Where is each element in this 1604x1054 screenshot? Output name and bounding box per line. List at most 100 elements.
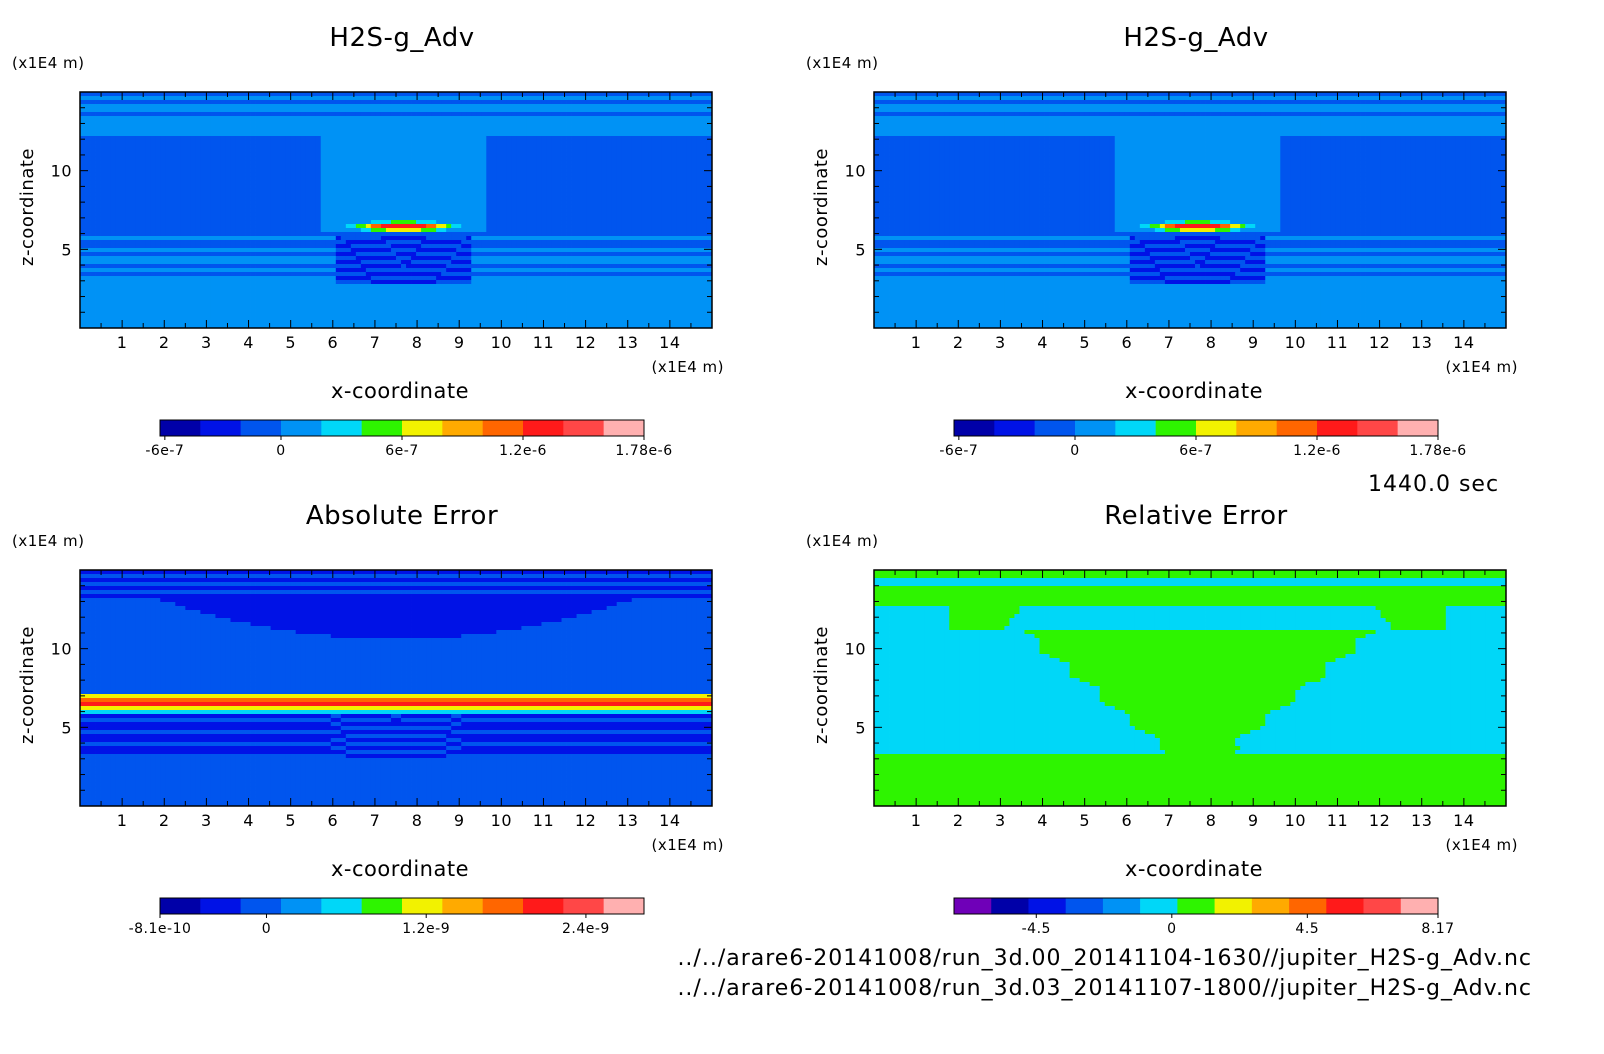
heatmap-cell bbox=[246, 132, 251, 136]
heatmap-cell bbox=[306, 96, 311, 100]
heatmap-cell bbox=[461, 132, 466, 136]
heatmap-cell bbox=[426, 144, 431, 148]
heatmap-cell bbox=[115, 176, 120, 180]
heatmap-cell bbox=[356, 220, 361, 224]
heatmap-cell bbox=[396, 224, 401, 228]
heatmap-cell bbox=[687, 184, 692, 188]
heatmap-cell bbox=[376, 168, 381, 172]
heatmap-cell bbox=[220, 140, 225, 144]
heatmap-cell bbox=[100, 168, 105, 172]
heatmap-cell bbox=[351, 108, 356, 112]
heatmap-cell bbox=[496, 240, 501, 244]
heatmap-cell bbox=[572, 136, 577, 140]
heatmap-cell bbox=[416, 208, 421, 212]
heatmap-cell bbox=[536, 156, 541, 160]
heatmap-cell bbox=[145, 160, 150, 164]
heatmap-cell bbox=[501, 228, 506, 232]
heatmap-cell bbox=[165, 124, 170, 128]
heatmap-cell bbox=[526, 100, 531, 104]
heatmap-cell bbox=[431, 220, 436, 224]
heatmap-cell bbox=[396, 132, 401, 136]
heatmap-cell bbox=[200, 208, 205, 212]
heatmap-cell bbox=[225, 128, 230, 132]
heatmap-cell bbox=[281, 104, 286, 108]
heatmap-cell bbox=[336, 108, 341, 112]
heatmap-cell bbox=[511, 104, 516, 108]
heatmap-cell bbox=[647, 160, 652, 164]
heatmap-cell bbox=[271, 236, 276, 240]
heatmap-cell bbox=[496, 176, 501, 180]
heatmap-cell bbox=[557, 228, 562, 232]
heatmap-cell bbox=[557, 204, 562, 208]
heatmap-cell bbox=[667, 136, 672, 140]
heatmap-cell bbox=[95, 160, 100, 164]
heatmap-cell bbox=[677, 172, 682, 176]
heatmap-cell bbox=[281, 144, 286, 148]
heatmap-cell bbox=[592, 212, 597, 216]
heatmap-cell bbox=[536, 152, 541, 156]
heatmap-cell bbox=[667, 144, 672, 148]
heatmap-cell bbox=[562, 120, 567, 124]
heatmap-cell bbox=[471, 156, 476, 160]
heatmap-cell bbox=[316, 196, 321, 200]
heatmap-cell bbox=[160, 228, 165, 232]
heatmap-cell bbox=[632, 224, 637, 228]
heatmap-cell bbox=[627, 140, 632, 144]
heatmap-cell bbox=[491, 248, 496, 252]
heatmap-cell bbox=[256, 128, 261, 132]
heatmap-cell bbox=[356, 184, 361, 188]
heatmap-cell bbox=[406, 164, 411, 168]
heatmap-cell bbox=[637, 220, 642, 224]
heatmap-cell bbox=[215, 212, 220, 216]
heatmap-cell bbox=[531, 120, 536, 124]
heatmap-cell bbox=[541, 164, 546, 168]
heatmap-cell bbox=[165, 224, 170, 228]
heatmap-cell bbox=[80, 152, 85, 156]
heatmap-cell bbox=[326, 96, 331, 100]
heatmap-cell bbox=[281, 176, 286, 180]
heatmap-cell bbox=[386, 164, 391, 168]
heatmap-cell bbox=[692, 244, 697, 248]
heatmap-cell bbox=[185, 116, 190, 120]
heatmap-cell bbox=[336, 132, 341, 136]
heatmap-cell bbox=[256, 236, 261, 240]
heatmap-cell bbox=[562, 140, 567, 144]
heatmap-cell bbox=[321, 208, 326, 212]
heatmap-cell bbox=[451, 200, 456, 204]
heatmap-cell bbox=[632, 156, 637, 160]
heatmap-cell bbox=[261, 148, 266, 152]
heatmap-cell bbox=[401, 228, 406, 232]
heatmap-cell bbox=[461, 96, 466, 100]
heatmap-cell bbox=[471, 240, 476, 244]
heatmap-cell bbox=[311, 208, 316, 212]
heatmap-cell bbox=[185, 196, 190, 200]
heatmap-cell bbox=[471, 148, 476, 152]
heatmap-cell bbox=[572, 232, 577, 236]
heatmap-cell bbox=[155, 192, 160, 196]
heatmap-cell bbox=[577, 192, 582, 196]
heatmap-cell bbox=[672, 108, 677, 112]
heatmap-cell bbox=[602, 124, 607, 128]
heatmap-cell bbox=[511, 116, 516, 120]
heatmap-cell bbox=[341, 204, 346, 208]
heatmap-cell bbox=[366, 196, 371, 200]
heatmap-cell bbox=[677, 232, 682, 236]
heatmap-cell bbox=[341, 232, 346, 236]
heatmap-cell bbox=[110, 112, 115, 116]
heatmap-cell bbox=[185, 192, 190, 196]
heatmap-cell bbox=[607, 204, 612, 208]
heatmap-cell bbox=[456, 192, 461, 196]
heatmap-cell bbox=[416, 108, 421, 112]
heatmap-cell bbox=[466, 140, 471, 144]
heatmap-cell bbox=[381, 140, 386, 144]
heatmap-cell bbox=[140, 168, 145, 172]
heatmap-cell bbox=[546, 100, 551, 104]
heatmap-cell bbox=[672, 136, 677, 140]
heatmap-cell bbox=[100, 164, 105, 168]
heatmap-cell bbox=[105, 208, 110, 212]
heatmap-cell bbox=[426, 244, 431, 248]
heatmap-cell bbox=[557, 236, 562, 240]
heatmap-cell bbox=[672, 168, 677, 172]
heatmap-cell bbox=[431, 224, 436, 228]
heatmap-cell bbox=[687, 152, 692, 156]
